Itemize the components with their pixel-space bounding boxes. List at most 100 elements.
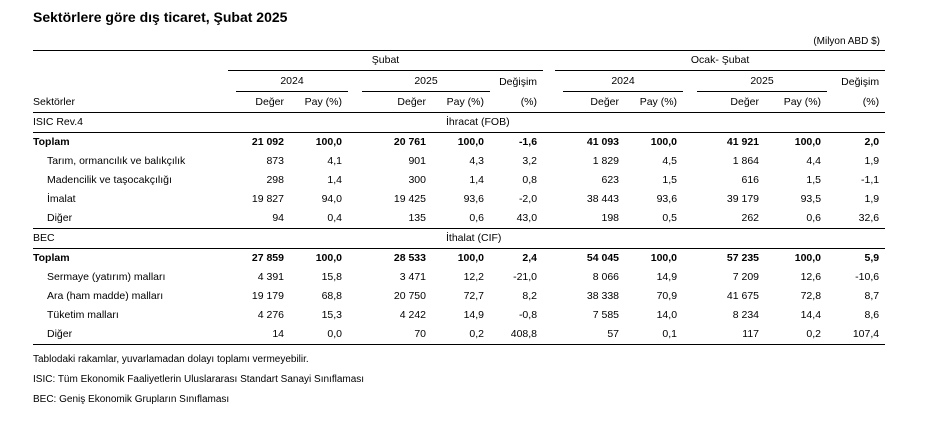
- section-flow: İhracat (FOB): [228, 112, 886, 133]
- footnotes: Tablodaki rakamlar, yuvarlamadan dolayı …: [33, 353, 364, 413]
- cell-value: 4,1: [327, 155, 342, 167]
- cell-value: 0,8: [522, 174, 538, 186]
- table-row: Ara (ham madde) malları 19 179 68,8 20 750 7…: [33, 287, 885, 306]
- header-period1: Şubat: [228, 51, 544, 71]
- footnote-rounding: Tablodaki rakamlar, yuvarlamadan dolayı …: [33, 354, 309, 365]
- cell-value: 28 533: [393, 252, 426, 264]
- header-value: Değer: [543, 93, 626, 113]
- section-classification: BEC: [33, 228, 228, 249]
- cell-value: 616: [741, 174, 760, 186]
- row-label: Madencilik ve taşocakçılığı: [47, 174, 172, 186]
- cell-value: 14,4: [800, 309, 822, 321]
- cell-value: 5,9: [864, 252, 880, 264]
- cell-value: 3,2: [522, 155, 538, 167]
- cell-value: 262: [683, 209, 766, 229]
- header-p1-change: Değişim: [499, 76, 538, 88]
- header-row-years: 2024 2025 Değişim 2024 2025 Değişim: [33, 71, 885, 93]
- section-row: BEC İthalat (CIF): [33, 228, 886, 249]
- cell-value: 1,4: [327, 174, 342, 186]
- cell-value: 1,9: [864, 155, 880, 167]
- cell-value: 8,2: [522, 290, 538, 302]
- cell-value: 3 471: [399, 271, 426, 283]
- cell-value: 0,2: [765, 325, 828, 345]
- cell-value: 623: [601, 174, 620, 186]
- header-row-period: Şubat Ocak- Şubat: [33, 50, 886, 71]
- table-row: Madencilik ve taşocakçılığı 298 1,4 300 1,4 0…: [33, 171, 885, 190]
- cell-value: 4 276: [257, 309, 284, 321]
- cell-value: 198: [543, 209, 626, 229]
- cell-value: 72,7: [463, 290, 484, 302]
- header-row-columns: Sektörler Değer Pay (%) Değer Pay (%) (%…: [33, 93, 886, 113]
- cell-value: 14,9: [463, 309, 484, 321]
- table-row: Diğer 94 0,4 135 0,6 43,0 198 0,5 262 0,6 32,6: [33, 209, 886, 229]
- cell-value: 41 093: [586, 136, 620, 148]
- cell-value: 135: [348, 209, 432, 229]
- cell-value: 15,3: [321, 309, 342, 321]
- cell-value: 4,5: [662, 155, 678, 167]
- cell-value: 12,2: [463, 271, 484, 283]
- cell-value: 4,4: [806, 155, 822, 167]
- row-label: Ara (ham madde) malları: [47, 290, 164, 302]
- cell-value: 4 242: [399, 309, 426, 321]
- cell-value: 70,9: [656, 290, 678, 302]
- cell-value: 117: [683, 325, 766, 345]
- header-share: Pay (%): [625, 93, 684, 113]
- cell-value: 93,6: [463, 193, 484, 205]
- table-row: Diğer 14 0,0 70 0,2 408,8 57 0,1 117 0,2 107,4: [33, 325, 886, 345]
- section-row: ISIC Rev.4 İhracat (FOB): [33, 112, 886, 133]
- header-p2-change: Değişim: [841, 76, 880, 88]
- header-value: Değer: [228, 93, 290, 113]
- header-sectors: Sektörler: [33, 93, 228, 113]
- table-title: Sektörlere göre dış ticaret, Şubat 2025: [33, 9, 288, 25]
- cell-value: 20 761: [393, 136, 426, 148]
- cell-value: -1,6: [518, 136, 538, 148]
- cell-value: 19 827: [251, 193, 284, 205]
- table-row: İmalat 19 827 94,0 19 425 93,6 -2,0 38 443 93,6…: [33, 190, 885, 209]
- cell-value: 4 391: [257, 271, 284, 283]
- row-label: İmalat: [47, 193, 76, 205]
- cell-value: 54 045: [586, 252, 620, 264]
- row-label: Toplam: [33, 136, 70, 148]
- cell-value: 1 864: [732, 155, 760, 167]
- cell-value: 8 234: [732, 309, 760, 321]
- cell-value: 14,0: [656, 309, 678, 321]
- section-flow: İthalat (CIF): [228, 228, 886, 249]
- cell-value: 38 443: [586, 193, 620, 205]
- cell-value: -0,8: [518, 309, 538, 321]
- table-row: Sermaye (yatırım) malları 4 391 15,8 3 471 1…: [33, 268, 885, 287]
- row-label: Diğer: [33, 209, 228, 229]
- cell-value: 0,5: [625, 209, 684, 229]
- cell-value: 0,2: [432, 325, 490, 345]
- row-label: Tüketim malları: [47, 309, 119, 321]
- cell-value: 39 179: [726, 193, 760, 205]
- cell-value: 100,0: [457, 252, 484, 264]
- cell-value: 1 829: [592, 155, 620, 167]
- cell-value: 21 092: [251, 136, 284, 148]
- cell-value: 1,5: [662, 174, 678, 186]
- cell-value: -21,0: [513, 271, 538, 283]
- cell-value: 0,6: [432, 209, 490, 229]
- cell-value: 0,6: [765, 209, 828, 229]
- cell-value: 57 235: [726, 252, 760, 264]
- row-label: Tarım, ormancılık ve balıkçılık: [47, 155, 186, 167]
- cell-value: 100,0: [315, 136, 342, 148]
- table-row: Tarım, ormancılık ve balıkçılık 873 4,1 901…: [33, 152, 885, 171]
- row-label: Diğer: [33, 325, 228, 345]
- cell-value: 19 179: [251, 290, 284, 302]
- cell-value: -1,1: [861, 174, 880, 186]
- cell-value: 57: [543, 325, 626, 345]
- header-change-unit: (%): [827, 93, 886, 113]
- cell-value: 1,4: [469, 174, 484, 186]
- table-row: Tüketim malları 4 276 15,3 4 242 14,9 -0,8 7 5…: [33, 306, 885, 325]
- table-row: Toplam 27 859 100,0 28 533 100,0 2,4 54 045 100…: [33, 249, 885, 269]
- header-value: Değer: [348, 93, 432, 113]
- cell-value: 68,8: [321, 290, 342, 302]
- cell-value: -2,0: [518, 193, 538, 205]
- cell-value: 4,3: [469, 155, 484, 167]
- cell-value: 14: [228, 325, 290, 345]
- cell-value: 2,4: [522, 252, 538, 264]
- cell-value: 94,0: [321, 193, 342, 205]
- cell-value: 41 921: [726, 136, 760, 148]
- cell-value: 408,8: [490, 325, 544, 345]
